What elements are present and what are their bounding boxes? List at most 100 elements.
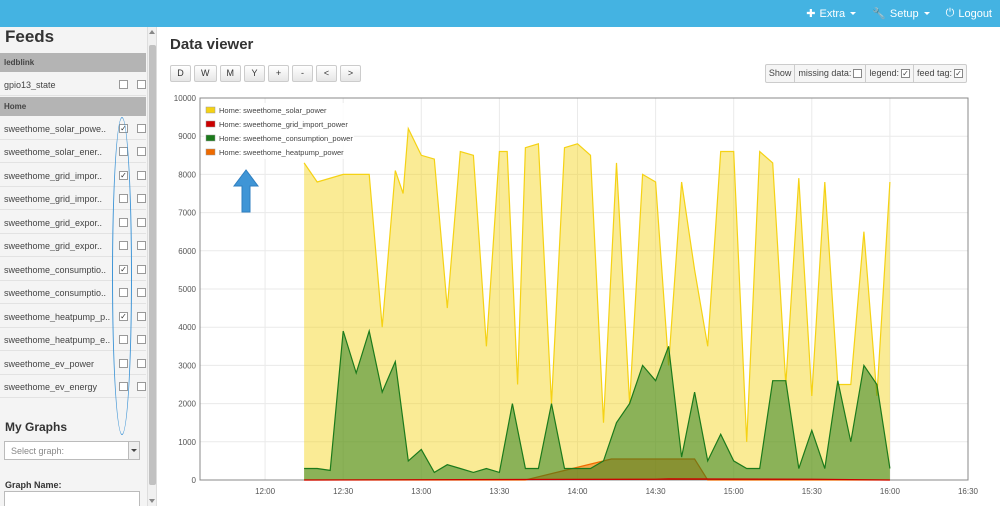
zoom-in-button[interactable]: + — [268, 65, 289, 82]
y-tick-label: 7000 — [178, 209, 196, 218]
extra-menu[interactable]: ✚ Extra — [806, 7, 857, 20]
feed-group-header[interactable]: Home — [0, 96, 146, 116]
feed-row[interactable]: gpio13_state — [0, 73, 146, 96]
legend-entry: Home: sweethome_consumption_power — [219, 134, 353, 143]
power-icon: ⏻ — [945, 7, 955, 19]
feeds-title: Feeds — [5, 27, 55, 46]
feed-label: sweethome_solar_powe.. — [4, 123, 107, 134]
plus-icon: ✚ — [806, 8, 816, 20]
top-nav-menu: ✚ Extra 🔧 Setup ⏻ Logout — [806, 0, 992, 27]
select-graph-dropdown[interactable]: Select graph: — [4, 441, 140, 460]
graph-name-label: Graph Name: — [5, 480, 62, 490]
y-tick-label: 1000 — [178, 438, 196, 447]
feed-left-axis-checkbox[interactable] — [119, 80, 128, 89]
scrollbar-thumb[interactable] — [149, 45, 156, 485]
x-tick-label: 15:30 — [802, 487, 823, 496]
x-tick-label: 16:30 — [958, 487, 979, 496]
sidebar-scrollbar[interactable] — [147, 27, 156, 506]
feed-right-axis-checkbox[interactable] — [137, 382, 146, 391]
feed-label: sweethome_ev_energy — [4, 382, 98, 392]
time-controls: D W M Y + - < > — [170, 65, 361, 82]
x-tick-label: 13:30 — [489, 487, 510, 496]
feed-right-axis-checkbox[interactable] — [137, 194, 146, 203]
x-tick-label: 15:00 — [724, 487, 745, 496]
legend-entry: Home: sweethome_heatpump_power — [219, 148, 344, 157]
y-tick-label: 10000 — [174, 94, 197, 103]
y-tick-label: 4000 — [178, 323, 196, 332]
x-tick-label: 12:00 — [255, 487, 276, 496]
extra-label: Extra — [819, 7, 846, 20]
feed-right-axis-checkbox[interactable] — [137, 147, 146, 156]
feed-right-axis-checkbox[interactable] — [137, 264, 146, 274]
feed-right-axis-checkbox[interactable] — [137, 358, 146, 368]
pan-right-button[interactable]: > — [340, 65, 361, 82]
legend-swatch — [205, 148, 216, 156]
feed-label: sweethome_heatpump_p.. — [4, 311, 111, 322]
feed-right-axis-checkbox[interactable] — [137, 335, 146, 344]
y-tick-label: 2000 — [178, 400, 196, 409]
arrow-up-icon — [233, 169, 259, 213]
legend-checkbox[interactable]: ✓ — [900, 69, 910, 78]
feed-tag-label: feed tag: — [916, 68, 952, 78]
feed-label: gpio13_state — [4, 80, 56, 90]
chevron-down-icon — [850, 12, 857, 15]
annotation-arrow — [233, 169, 259, 213]
y-tick-label: 6000 — [178, 247, 196, 256]
feeds-sidebar: Feeds ledblink gpio13_state Home sweethome_… — [0, 27, 157, 506]
feed-tag-checkbox[interactable]: ✓ — [954, 69, 963, 78]
week-button[interactable]: W — [194, 65, 217, 82]
feed-right-axis-checkbox[interactable] — [137, 217, 146, 227]
feed-group-header[interactable]: ledblink — [0, 53, 146, 72]
missing-data-checkbox[interactable] — [853, 69, 863, 78]
feed-right-axis-checkbox[interactable] — [137, 241, 146, 250]
scroll-down-icon[interactable] — [149, 499, 155, 503]
feed-tag-option[interactable]: feed tag: ✓ — [914, 65, 966, 82]
month-button[interactable]: M — [219, 65, 241, 82]
chart-svg[interactable]: 0 1000 2000 3000 4000 5000 6000 7000 8000 9000 100… — [158, 90, 1000, 506]
logout-link[interactable]: ⏻ Logout — [946, 7, 992, 20]
x-tick-label: 14:30 — [646, 487, 667, 496]
select-graph-placeholder: Select graph: — [11, 446, 65, 456]
feed-label: sweethome_grid_impor.. — [4, 194, 103, 204]
setup-label: Setup — [889, 7, 919, 20]
feed-label: sweethome_heatpump_e.. — [4, 335, 111, 345]
x-tick-label: 14:00 — [567, 487, 588, 496]
feed-label: sweethome_grid_expor.. — [4, 241, 103, 251]
series-line — [304, 478, 890, 481]
page-title: Data viewer — [170, 36, 254, 53]
zoom-out-button[interactable]: - — [292, 65, 313, 82]
setup-menu[interactable]: 🔧 Setup — [872, 7, 930, 20]
top-navbar: ✚ Extra 🔧 Setup ⏻ Logout — [0, 0, 1000, 27]
data-chart[interactable]: 0 1000 2000 3000 4000 5000 6000 7000 8000 9000 100… — [158, 90, 1000, 506]
missing-data-option[interactable]: missing data: — [795, 65, 867, 82]
feed-right-axis-checkbox[interactable] — [137, 288, 146, 297]
legend-swatch — [205, 120, 216, 128]
legend-entry: Home: sweethome_solar_power — [219, 106, 327, 115]
series-area — [304, 128, 890, 480]
wrench-icon: 🔧 — [872, 8, 886, 20]
show-label: Show — [766, 65, 796, 82]
logout-label: Logout — [958, 7, 992, 20]
year-button[interactable]: Y — [244, 65, 265, 82]
feed-right-axis-checkbox[interactable] — [137, 123, 146, 133]
graph-name-input[interactable] — [4, 491, 140, 506]
feed-row[interactable]: sweethome_grid_expor.. — [0, 210, 146, 234]
feed-right-axis-checkbox[interactable] — [137, 311, 146, 321]
feed-right-axis-checkbox[interactable] — [137, 80, 146, 89]
x-tick-label: 13:00 — [411, 487, 432, 496]
y-tick-label: 5000 — [178, 285, 196, 294]
dropdown-button[interactable] — [128, 442, 139, 459]
pan-left-button[interactable]: < — [316, 65, 337, 82]
day-button[interactable]: D — [170, 65, 191, 82]
scroll-up-icon[interactable] — [149, 30, 155, 34]
feed-label: sweethome_solar_ener.. — [4, 147, 103, 157]
my-graphs-title: My Graphs — [5, 420, 68, 434]
series-line — [304, 328, 891, 474]
y-tick-label: 3000 — [178, 361, 196, 370]
legend-option[interactable]: legend: ✓ — [866, 65, 914, 82]
show-options-bar: Show missing data: legend: ✓ feed tag: ✓ — [764, 64, 967, 83]
feed-label: sweethome_grid_impor.. — [4, 170, 103, 181]
y-tick-label: 9000 — [178, 132, 196, 141]
feed-right-axis-checkbox[interactable] — [137, 170, 146, 180]
x-tick-label: 12:30 — [333, 487, 354, 496]
